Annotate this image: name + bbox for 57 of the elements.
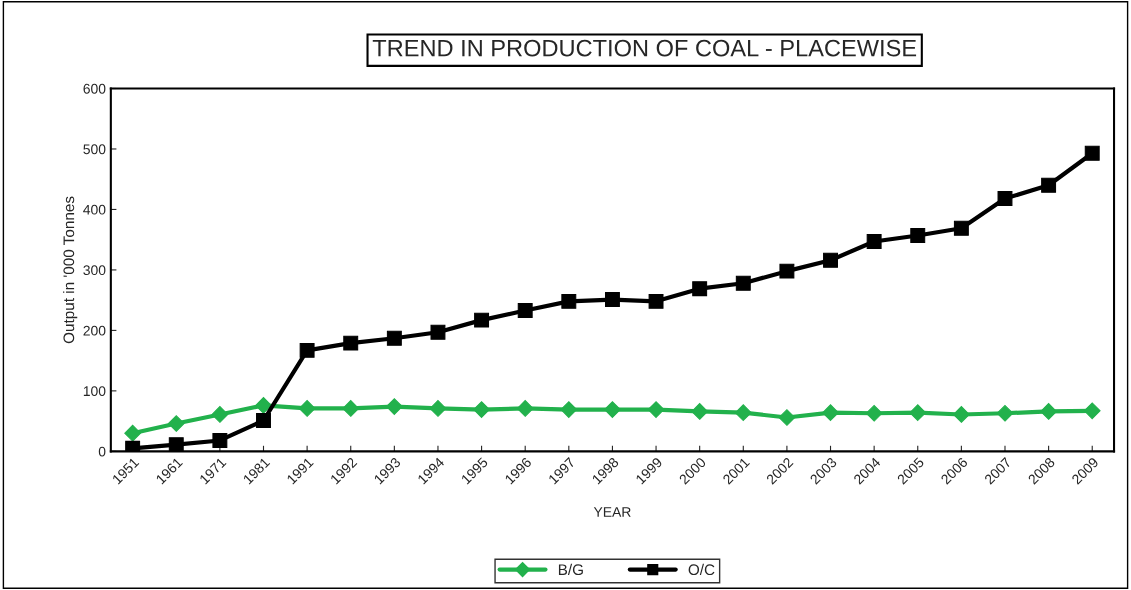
point [429,400,447,417]
point [1040,403,1057,420]
legend-label: B/G [558,563,583,576]
point [909,404,927,422]
point [734,404,752,422]
point [691,403,709,420]
point [516,400,534,417]
y-tick-label: 300 [83,265,106,276]
y-tick-label: 400 [83,204,106,215]
point [212,433,228,448]
point [211,406,229,423]
point [866,234,882,249]
point [910,227,926,243]
point [953,220,969,236]
point [823,252,838,268]
point [561,293,577,309]
point [822,404,839,422]
point [167,415,185,432]
point [735,275,751,291]
point [124,424,142,442]
point [299,342,315,358]
point [647,401,665,418]
point [1083,402,1101,420]
point [256,413,271,428]
point [474,312,490,328]
point [342,400,360,417]
y-tick-label: 500 [83,144,106,155]
point [953,406,970,423]
point [1084,145,1100,161]
point [473,401,490,418]
point [385,398,403,415]
legend-label: O/C [688,563,715,576]
point [996,404,1014,422]
y-axis-title: Output in '000 Tonnes [63,196,78,344]
y-tick-label: 0 [98,446,106,457]
point [560,401,578,418]
point [604,401,621,418]
y-tick-label: 200 [83,325,106,336]
point [648,293,664,309]
y-tick-label: 600 [83,83,106,94]
point [430,324,446,340]
point [168,437,184,452]
point [1041,177,1057,193]
point [386,330,402,346]
point [997,191,1013,207]
point [298,400,316,417]
point [779,263,795,279]
point [517,302,533,318]
point [692,281,708,297]
point [865,404,883,422]
chart-title: TREND IN PRODUCTION OF COAL - PLACEWISE [372,39,917,57]
x-axis-title: YEAR [593,507,631,517]
point [604,292,620,308]
point [343,335,359,351]
y-tick-label: 100 [83,386,106,397]
point [255,397,272,414]
point [778,409,796,426]
